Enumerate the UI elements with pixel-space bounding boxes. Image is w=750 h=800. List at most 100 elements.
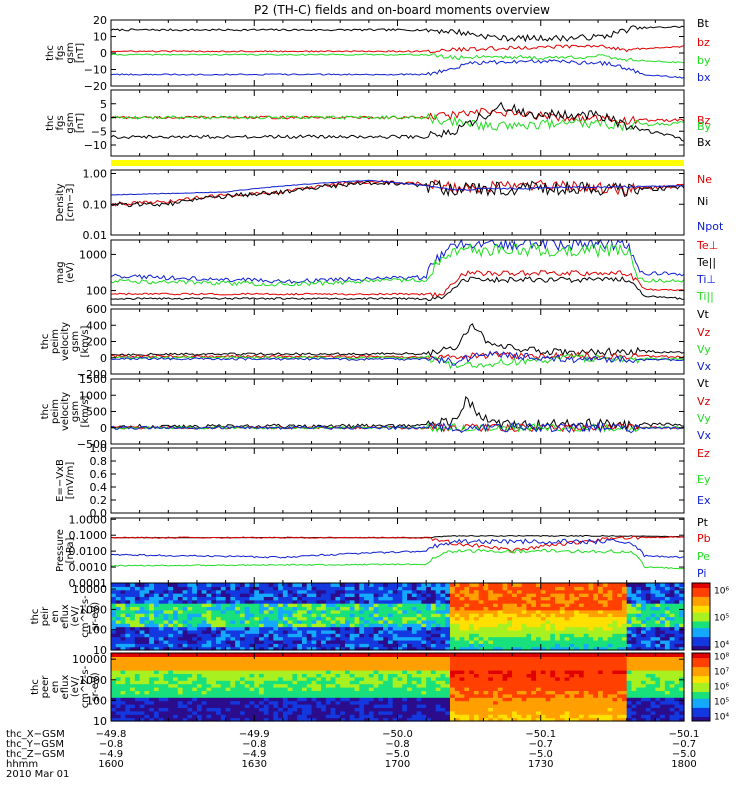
legend-Te||: Te||: [696, 256, 716, 269]
heatmap-cell: [321, 606, 327, 611]
heatmap-cell: [426, 710, 432, 715]
heatmap-cell: [335, 599, 341, 604]
heatmap-cell: [173, 683, 179, 688]
heatmap-cell: [364, 636, 370, 641]
heatmap-cell: [645, 629, 652, 634]
heatmap-cell: [211, 704, 217, 708]
heatmap-cell: [502, 707, 508, 712]
heatmap-cell: [607, 629, 613, 634]
heatmap-cell: [115, 636, 122, 641]
heatmap-cell: [521, 639, 528, 644]
colorbar-frame: [691, 582, 711, 651]
heatmap-cell: [216, 656, 222, 661]
heatmap-cell: [325, 646, 332, 651]
heatmap-cell: [168, 613, 174, 618]
heatmap-cell: [292, 670, 298, 674]
heatmap-cell: [177, 683, 184, 688]
heatmap-cell: [149, 656, 155, 661]
heatmap-cell: [574, 619, 580, 624]
y-tick-label: 10: [93, 31, 107, 44]
heatmap-cell: [125, 633, 131, 638]
heatmap-cell: [617, 609, 623, 614]
heatmap-cell: [311, 666, 317, 671]
heatmap-cell: [306, 707, 313, 712]
heatmap-cell: [311, 676, 317, 681]
heatmap-cell: [569, 633, 575, 638]
heatmap-cell: [163, 683, 169, 688]
heatmap-cell: [545, 593, 551, 597]
heatmap-cell: [383, 666, 389, 671]
heatmap-cell: [111, 683, 117, 688]
heatmap-cell: [144, 693, 150, 698]
heatmap-cell: [387, 626, 394, 631]
heatmap-cell: [512, 619, 518, 624]
heatmap-cell: [177, 714, 184, 719]
heatmap-cell: [354, 646, 360, 651]
heatmap-cell: [111, 646, 117, 651]
heatmap-cell: [302, 643, 308, 648]
heatmap-cell: [125, 606, 131, 611]
heatmap-cell: [426, 676, 432, 681]
heatmap-cell: [254, 596, 260, 601]
heatmap-cell: [378, 656, 384, 661]
heatmap-cell: [535, 710, 542, 715]
heatmap-cell: [373, 639, 379, 644]
heatmap-cell: [383, 707, 389, 712]
heatmap-cell: [287, 609, 294, 614]
heatmap-cell: [521, 589, 528, 594]
heatmap-cell: [163, 697, 169, 702]
heatmap-cell: [407, 626, 413, 631]
heatmap-cell: [153, 606, 160, 611]
heatmap-cell: [163, 589, 169, 594]
heatmap-cell: [454, 639, 461, 644]
heatmap-cell: [311, 659, 317, 664]
heatmap-cell: [478, 710, 485, 715]
heatmap-cell: [445, 717, 451, 722]
heatmap-cell: [325, 659, 332, 664]
heatmap-cell: [478, 707, 485, 712]
heatmap-cell: [302, 623, 308, 628]
heatmap-cell: [239, 626, 246, 631]
heatmap-cell: [578, 589, 585, 594]
heatmap-cell: [249, 666, 255, 671]
heatmap-cell: [244, 707, 251, 712]
colorbar-step: [692, 620, 710, 624]
heatmap-cell: [430, 633, 437, 638]
heatmap-cell: [402, 707, 408, 712]
heatmap-cell: [368, 676, 375, 681]
heatmap-cell: [478, 659, 485, 664]
heatmap-cell: [478, 636, 485, 641]
heatmap-cell: [531, 687, 537, 691]
heatmap-cell: [674, 606, 680, 611]
heatmap-cell: [196, 609, 203, 614]
heatmap-cell: [282, 613, 289, 618]
heatmap-cell: [158, 673, 165, 678]
heatmap-cell: [263, 710, 270, 715]
heatmap-cell: [225, 687, 231, 691]
heatmap-cell: [426, 599, 432, 604]
heatmap-cell: [163, 690, 169, 695]
heatmap-cell: [502, 683, 508, 688]
heatmap-cell: [583, 606, 590, 611]
heatmap-cell: [153, 636, 160, 641]
heatmap-cell: [454, 603, 461, 608]
heatmap-cell: [602, 603, 609, 608]
heatmap-cell: [192, 663, 198, 668]
heatmap-cell: [450, 697, 456, 702]
heatmap-cell: [416, 666, 422, 671]
heatmap-cell: [421, 673, 427, 678]
heatmap-cell: [187, 656, 193, 661]
heatmap-cell: [335, 693, 341, 698]
heatmap-cell: [583, 603, 590, 608]
heatmap-cell: [526, 714, 532, 719]
heatmap-cell: [664, 599, 671, 604]
heatmap-cell: [641, 639, 647, 644]
heatmap-cell: [302, 707, 308, 712]
heatmap-cell: [531, 653, 537, 657]
heatmap-cell: [540, 609, 547, 614]
heatmap-cell: [211, 643, 217, 648]
heatmap-cell: [120, 593, 126, 597]
heatmap-cell: [335, 619, 341, 624]
heatmap-cell: [411, 710, 418, 715]
heatmap-cell: [364, 714, 370, 719]
